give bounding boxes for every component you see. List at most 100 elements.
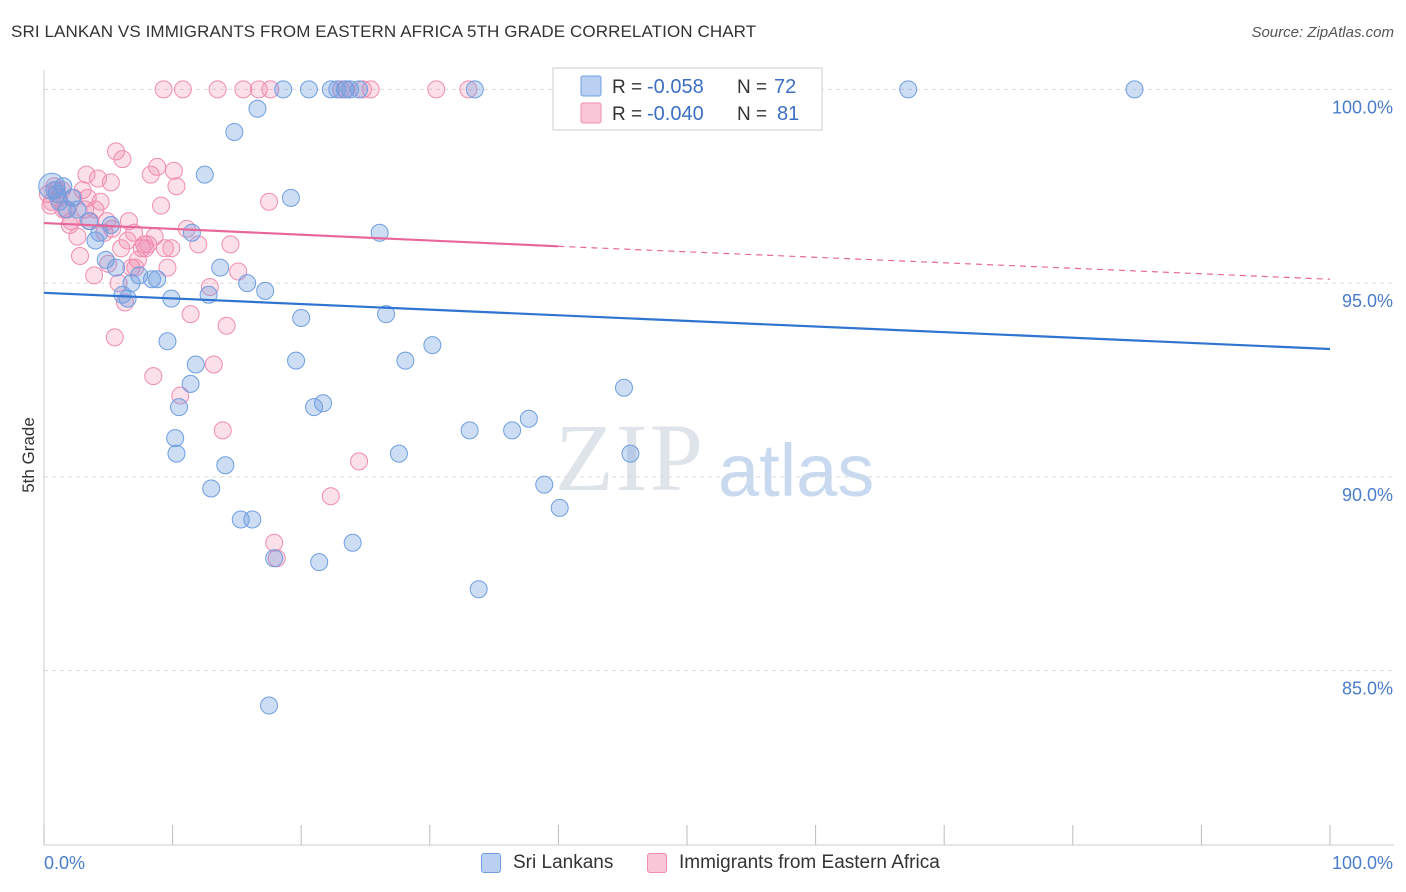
legend-r-label-1: R =: [612, 77, 642, 98]
sri-lankans-point-44: [299, 80, 318, 99]
sri-lankans-point-48: [321, 80, 340, 99]
y-tick-label-2: 90.0%: [1342, 485, 1393, 505]
sri-lankans-point-21: [167, 444, 186, 463]
eastern-africa-point-38: [164, 161, 183, 180]
sri-lankans-point-32: [225, 123, 244, 141]
sri-lankans-point-40: [274, 80, 293, 99]
sri-lankans-point-31: [216, 456, 235, 475]
sri-lankans-point-26: [186, 355, 205, 374]
y-tick-label-0: 100.0%: [1332, 97, 1393, 117]
eastern-africa-trend-extension: [558, 245, 1331, 280]
sri-lankans-point-45: [305, 398, 324, 417]
trend-lines: [43, 221, 1331, 351]
legend-label-sri-lankans: Sri Lankans: [513, 852, 614, 873]
eastern-africa-point-60: [353, 80, 372, 99]
sri-lankans-point-43: [292, 309, 311, 327]
watermark-atlas: atlas: [718, 429, 875, 512]
eastern-africa-point-63: [427, 80, 446, 99]
chart-title: SRI LANKAN VS IMMIGRANTS FROM EASTERN AF…: [11, 22, 757, 41]
sri-lankans-point-30: [211, 258, 230, 277]
sri-lankans-point-25: [181, 374, 200, 393]
sri-lankans-point-47: [314, 394, 333, 413]
eastern-africa-point-53: [260, 192, 279, 211]
sri-lankans-point-27: [195, 165, 214, 184]
sri-lankans-point-46: [310, 553, 329, 572]
sri-lankans-point-71: [38, 172, 66, 200]
eastern-africa-point-47: [213, 421, 232, 440]
legend-swatch-pink: [580, 102, 602, 124]
eastern-africa-point-40: [171, 386, 190, 405]
eastern-africa-point-21: [109, 274, 128, 293]
eastern-africa-point-79: [145, 227, 164, 246]
series-sri-lankans: [38, 80, 1144, 715]
sri-lankans-point-58: [423, 336, 442, 355]
sri-lankans-point-24: [182, 223, 201, 242]
y-axis-label: 5th Grade: [19, 417, 38, 493]
x-tick-labels: 0.0% 100.0%: [44, 853, 1393, 873]
sri-lankans-point-34: [243, 510, 262, 529]
sri-lankans-point-18: [148, 270, 167, 289]
series-immigrants-eastern-africa: [38, 80, 478, 568]
x-tick-label-0: 0.0%: [44, 853, 85, 873]
sri-lankans-point-51: [341, 80, 360, 99]
eastern-africa-point-9: [71, 247, 90, 265]
sri-lankans-point-41: [281, 188, 300, 207]
chart-source: Source: ZipAtlas.com: [1251, 24, 1394, 41]
sri-lankans-point-70: [1125, 80, 1144, 99]
eastern-africa-point-35: [154, 80, 173, 99]
eastern-africa-point-19: [105, 328, 124, 347]
eastern-africa-point-49: [221, 235, 240, 254]
sri-lankans-point-14: [118, 289, 137, 308]
eastern-africa-point-34: [152, 196, 171, 215]
y-tick-label-3: 85.0%: [1342, 679, 1393, 699]
sri-lankans-point-4: [58, 200, 77, 219]
sri-lankans-swatch: [481, 853, 501, 873]
sri-lankans-point-50: [335, 80, 354, 99]
eastern-africa-point-43: [181, 305, 200, 324]
eastern-africa-point-46: [208, 80, 227, 99]
eastern-africa-point-41: [173, 80, 192, 99]
sri-lankans-point-39: [265, 549, 284, 568]
sri-lankans-point-68: [621, 444, 640, 463]
sri-lankans-point-69: [899, 80, 918, 99]
sri-lankans-point-37: [256, 281, 275, 300]
y-tick-label-1: 95.0%: [1342, 291, 1393, 311]
eastern-africa-point-44: [200, 278, 219, 296]
sri-lankans-point-60: [465, 80, 484, 99]
sri-lankans-trend-line: [43, 291, 1331, 351]
sri-lankans-point-55: [377, 305, 396, 324]
series-legend: Sri Lankans Immigrants from Eastern Afri…: [0, 852, 1406, 878]
eastern-africa-point-32: [144, 367, 163, 386]
sri-lankans-point-65: [550, 498, 569, 517]
eastern-africa-point-51: [234, 80, 253, 99]
legend-n-value-1: 72: [774, 76, 796, 98]
legend-r-value-2: -0.040: [647, 103, 704, 125]
sri-lankans-point-61: [469, 580, 488, 599]
sri-lankans-point-56: [389, 444, 408, 463]
eastern-africa-point-61: [350, 452, 369, 471]
legend-label-eastern-africa: Immigrants from Eastern Africa: [679, 852, 940, 873]
sri-lankans-point-22: [166, 429, 185, 448]
sri-lankans-point-10: [96, 250, 115, 269]
eastern-africa-point-55: [265, 533, 284, 552]
eastern-africa-trend-line: [43, 221, 559, 248]
eastern-africa-point-78: [118, 231, 137, 250]
legend-item-eastern-africa: Immigrants from Eastern Africa: [647, 852, 940, 874]
watermark-zip: ZIP: [555, 404, 705, 511]
sri-lankans-point-35: [238, 274, 257, 293]
eastern-africa-point-57: [321, 487, 340, 506]
legend-n-label-1: N =: [737, 77, 767, 98]
eastern-africa-point-36: [158, 258, 177, 277]
sri-lankans-point-62: [503, 421, 522, 440]
eastern-africa-point-37: [162, 239, 181, 258]
sri-lankans-point-42: [287, 351, 306, 370]
x-tick-label-1: 100.0%: [1332, 853, 1393, 873]
sri-lankans-point-19: [158, 332, 177, 351]
eastern-africa-point-13: [85, 266, 104, 285]
eastern-africa-point-24: [119, 212, 138, 231]
eastern-africa-point-74: [101, 173, 120, 192]
eastern-africa-point-77: [86, 200, 105, 219]
eastern-africa-point-11: [77, 165, 96, 184]
eastern-africa-swatch: [647, 853, 667, 873]
eastern-africa-point-58: [332, 80, 351, 99]
